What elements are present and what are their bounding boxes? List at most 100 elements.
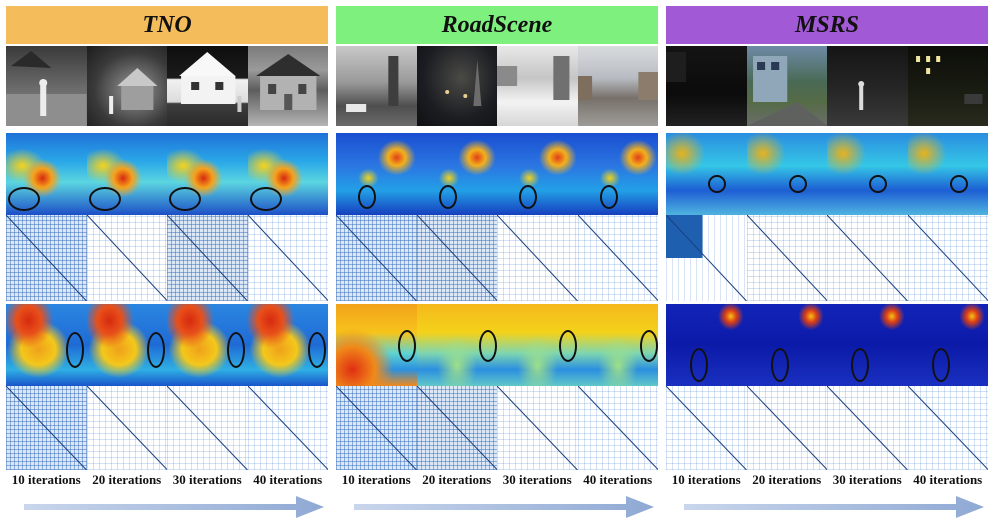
highlight-ellipse [307, 332, 326, 368]
iteration-label: 40 iterations [253, 472, 323, 487]
correlation-matrix [666, 386, 747, 470]
source-image [167, 46, 248, 126]
heatmap [6, 304, 87, 386]
correlation-matrix [6, 215, 87, 301]
heatmap [247, 304, 328, 386]
highlight-ellipse [398, 330, 416, 362]
iteration-labels: 10 iterations 20 iterations 30 iteration… [666, 472, 988, 488]
highlight-ellipse [559, 330, 577, 362]
highlight-ellipse [708, 175, 726, 193]
source-image [497, 46, 578, 126]
heatmap [336, 133, 417, 215]
heatmap [746, 304, 827, 386]
source-image [907, 46, 988, 126]
correlation-matrix [577, 386, 658, 470]
source-image [86, 46, 167, 126]
source-image [577, 46, 658, 126]
highlight-ellipse [599, 185, 618, 209]
source-image [827, 46, 908, 126]
iteration-label: 10 iterations [11, 472, 81, 487]
source-image [336, 46, 417, 126]
correlation-matrix [247, 386, 328, 470]
panel-title: TNO [142, 11, 192, 38]
highlight-ellipse [851, 348, 869, 382]
heatmap [336, 304, 417, 386]
correlation-matrix [666, 215, 747, 301]
heatmap [6, 133, 87, 215]
iteration-label: 10 iterations [671, 472, 741, 487]
attention-heatmap-row [336, 133, 658, 215]
highlight-ellipse [869, 175, 887, 193]
correlation-matrix [577, 215, 658, 301]
attention-heatmap-row [666, 133, 988, 215]
correlation-matrix [497, 215, 578, 301]
attention-heatmap-row [336, 304, 658, 386]
source-image [6, 46, 87, 126]
correlation-matrix-row [6, 386, 328, 470]
highlight-ellipse [690, 348, 708, 382]
highlight-ellipse [66, 332, 84, 368]
highlight-ellipse [788, 175, 807, 193]
correlation-matrix [167, 215, 248, 301]
source-images-row [666, 46, 988, 126]
correlation-matrix [247, 215, 328, 301]
iteration-labels: 10 iterations 20 iterations 30 iteration… [336, 472, 658, 488]
highlight-ellipse [438, 185, 457, 209]
highlight-ellipse [519, 185, 537, 209]
heatmap [577, 133, 658, 215]
heatmap [907, 304, 988, 386]
attention-heatmap-row [6, 133, 328, 215]
heatmap [167, 304, 248, 386]
header-roadscene: RoadScene [336, 6, 658, 44]
heatmap [907, 133, 988, 215]
heatmap [167, 133, 248, 215]
correlation-matrix-row [6, 215, 328, 301]
header-tno: TNO [6, 6, 328, 44]
correlation-matrix [746, 386, 827, 470]
source-images-row [6, 46, 328, 126]
source-image [416, 46, 497, 126]
iteration-label: 20 iterations [92, 472, 162, 487]
attention-heatmap-row [666, 304, 988, 386]
source-image [666, 46, 747, 126]
panel-msrs: MSRS 1 [666, 0, 988, 521]
iteration-label: 20 iterations [752, 472, 822, 487]
highlight-ellipse [169, 187, 201, 211]
iteration-label: 30 iterations [502, 472, 572, 487]
progress-arrow-icon [684, 496, 984, 518]
iteration-label: 30 iterations [172, 472, 242, 487]
iteration-label: 10 iterations [341, 472, 411, 487]
iteration-label: 20 iterations [422, 472, 492, 487]
correlation-matrix [86, 215, 167, 301]
heatmap [247, 133, 328, 215]
source-image [247, 46, 328, 126]
correlation-matrix [416, 215, 497, 301]
source-image [746, 46, 827, 126]
highlight-ellipse [639, 330, 658, 362]
correlation-matrix-row [666, 215, 988, 301]
correlation-matrix [907, 386, 988, 470]
correlation-matrix [907, 215, 988, 301]
heatmap [577, 304, 658, 386]
iteration-labels: 10 iterations 20 iterations 30 iteration… [6, 472, 328, 488]
header-msrs: MSRS [666, 6, 988, 44]
correlation-matrix [336, 386, 417, 470]
iteration-label: 40 iterations [583, 472, 653, 487]
highlight-ellipse [358, 185, 376, 209]
highlight-ellipse [478, 330, 497, 362]
highlight-ellipse [249, 187, 282, 211]
highlight-ellipse [770, 348, 789, 382]
correlation-matrix-row [336, 215, 658, 301]
panel-tno: TNO 10 [6, 0, 328, 521]
highlight-ellipse [931, 348, 950, 382]
correlation-matrix [746, 215, 827, 301]
heatmap [666, 304, 747, 386]
heatmap [497, 133, 578, 215]
correlation-matrix [336, 215, 417, 301]
highlight-ellipse [8, 187, 40, 211]
heatmap [746, 133, 827, 215]
iteration-label: 40 iterations [913, 472, 983, 487]
source-images-row [336, 46, 658, 126]
correlation-matrix [6, 386, 87, 470]
progress-arrow-icon [24, 496, 324, 518]
